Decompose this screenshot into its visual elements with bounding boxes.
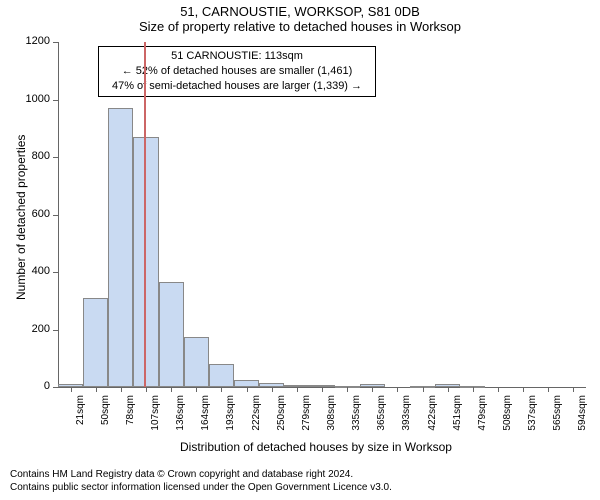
chart-container: 51, CARNOUSTIE, WORKSOP, S81 0DB Size of… [0,0,600,500]
x-tick-label: 508sqm [502,395,513,495]
y-tick [53,215,58,216]
x-tick-label: 565sqm [552,395,563,495]
x-tick [171,387,172,392]
x-tick-label: 107sqm [150,395,161,495]
annotation-box: 51 CARNOUSTIE: 113sqm ← 52% of detached … [98,46,376,97]
y-tick [53,100,58,101]
x-tick [297,387,298,392]
y-tick-label: 200 [0,323,50,335]
x-tick [96,387,97,392]
x-tick-label: 279sqm [301,395,312,495]
x-tick [397,387,398,392]
y-tick-label: 1200 [0,35,50,47]
x-tick-label: 50sqm [100,395,111,495]
x-tick-label: 365sqm [376,395,387,495]
x-tick-label: 479sqm [477,395,488,495]
x-tick [423,387,424,392]
y-tick-label: 400 [0,265,50,277]
x-tick-label: 308sqm [326,395,337,495]
y-tick-label: 600 [0,208,50,220]
histogram-bar [184,337,209,387]
histogram-bar [108,108,133,387]
x-tick-label: 193sqm [225,395,236,495]
x-tick [372,387,373,392]
x-tick [523,387,524,392]
x-tick [347,387,348,392]
histogram-bar [209,364,234,387]
x-tick-label: 222sqm [251,395,262,495]
histogram-bar [83,298,108,387]
y-tick-label: 0 [0,380,50,392]
x-tick [322,387,323,392]
y-tick [53,387,58,388]
y-tick [53,330,58,331]
reference-line [144,42,146,387]
chart-title-sub: Size of property relative to detached ho… [0,19,600,34]
x-tick [247,387,248,392]
x-tick-label: 21sqm [75,395,86,495]
y-tick [53,157,58,158]
x-tick-label: 451sqm [452,395,463,495]
y-axis-line [58,42,59,387]
x-tick-label: 393sqm [401,395,412,495]
x-tick-label: 250sqm [276,395,287,495]
x-tick-label: 164sqm [200,395,211,495]
chart-title-main: 51, CARNOUSTIE, WORKSOP, S81 0DB [0,4,600,19]
x-tick [573,387,574,392]
x-tick [473,387,474,392]
histogram-bar [159,282,184,387]
y-tick [53,42,58,43]
y-tick [53,272,58,273]
x-tick-label: 136sqm [175,395,186,495]
histogram-bar [234,380,259,387]
x-tick [121,387,122,392]
x-tick [548,387,549,392]
x-tick [146,387,147,392]
y-tick-label: 1000 [0,93,50,105]
y-tick-label: 800 [0,150,50,162]
x-tick-label: 335sqm [351,395,362,495]
x-tick-label: 422sqm [427,395,438,495]
x-tick-label: 537sqm [527,395,538,495]
x-tick [498,387,499,392]
x-tick-label: 594sqm [577,395,588,495]
x-tick [221,387,222,392]
x-tick [448,387,449,392]
x-tick [196,387,197,392]
x-tick [71,387,72,392]
x-tick [272,387,273,392]
x-tick-label: 78sqm [125,395,136,495]
